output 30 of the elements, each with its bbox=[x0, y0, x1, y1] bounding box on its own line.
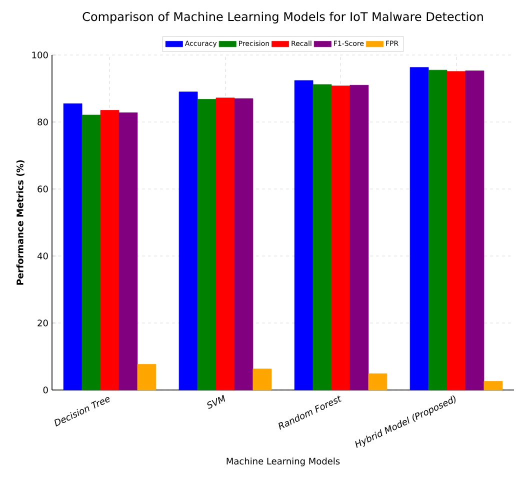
bar bbox=[82, 114, 101, 390]
bar bbox=[428, 70, 448, 390]
y-tick-label: 20 bbox=[38, 320, 48, 326]
bar bbox=[178, 92, 198, 390]
y-axis-title: Performance Metrics (%) bbox=[16, 160, 24, 285]
bar bbox=[216, 98, 235, 390]
bar bbox=[252, 368, 272, 390]
y-tick-label: 80 bbox=[38, 118, 48, 126]
bar bbox=[63, 103, 82, 390]
bar bbox=[484, 381, 503, 390]
bar bbox=[100, 110, 120, 390]
bar bbox=[118, 112, 138, 390]
y-tick-label: 0 bbox=[43, 386, 48, 394]
y-tick-label: 100 bbox=[32, 52, 48, 58]
bar bbox=[137, 364, 156, 390]
bar bbox=[465, 70, 484, 390]
y-tick-label: 60 bbox=[38, 186, 48, 192]
x-tick-label: SVM bbox=[207, 394, 225, 409]
bar bbox=[410, 67, 429, 390]
bar bbox=[446, 71, 466, 390]
chart-title: Comparison of Machine Learning Models for IoT Malware Detection bbox=[82, 12, 483, 24]
bar bbox=[350, 84, 369, 390]
bar bbox=[331, 86, 350, 390]
bar bbox=[197, 99, 216, 390]
bar bbox=[368, 373, 388, 390]
bar bbox=[294, 80, 314, 390]
bar bbox=[312, 84, 332, 390]
y-tick-label: 40 bbox=[37, 252, 48, 260]
x-axis-title: Machine Learning Models bbox=[226, 458, 340, 466]
bar bbox=[234, 98, 254, 390]
